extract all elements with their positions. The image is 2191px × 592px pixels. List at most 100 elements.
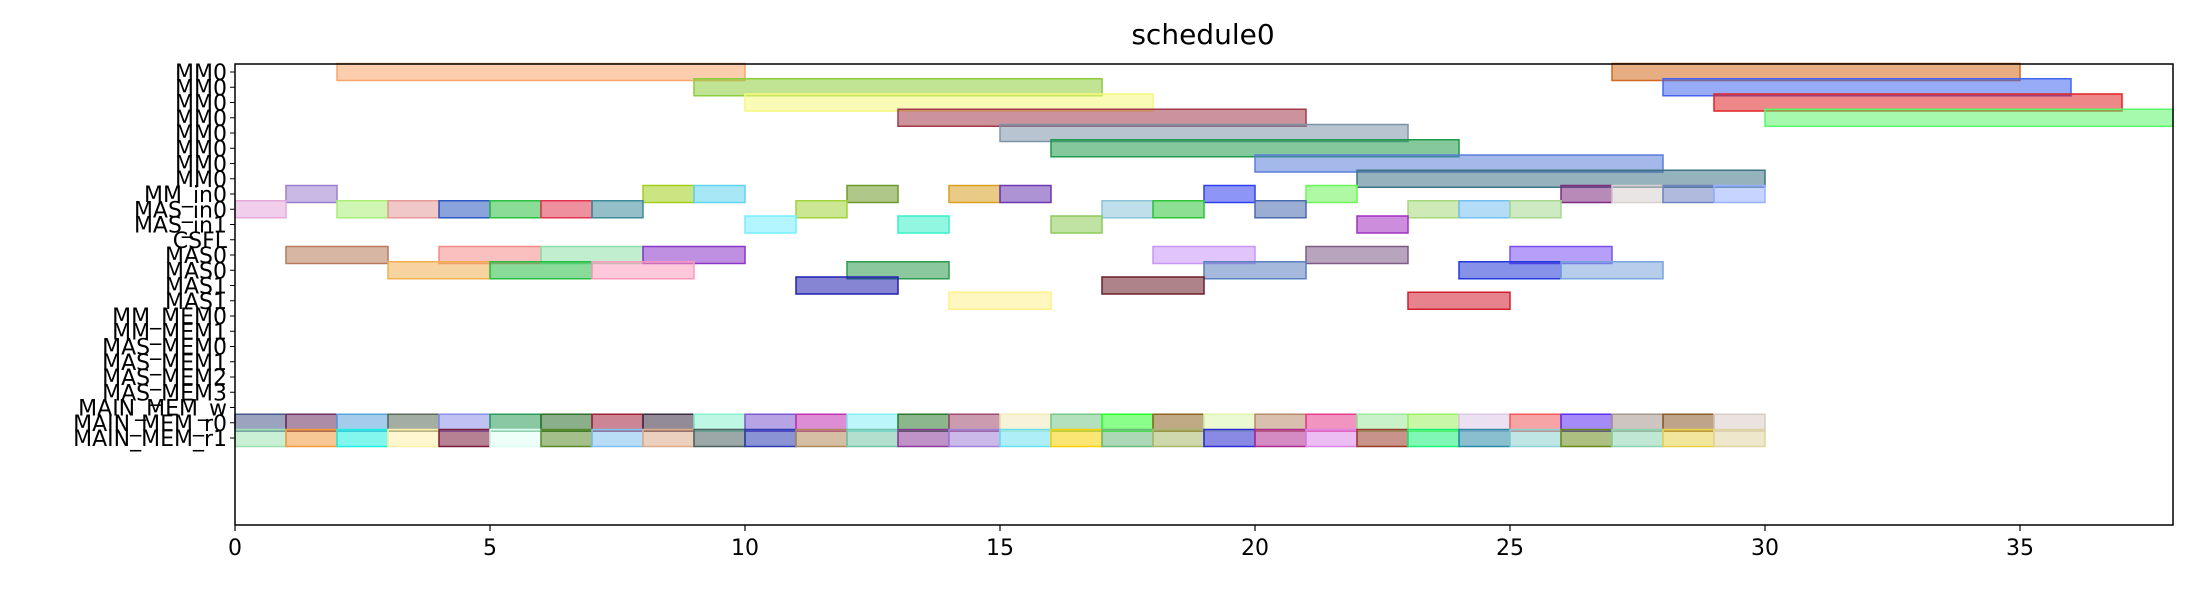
task-bar: [642, 413, 695, 432]
y-tick-label: MAIN_MEM_r0: [73, 412, 227, 437]
x-tick-label: 20: [1241, 536, 1269, 561]
task-bar: [540, 200, 593, 219]
task-bar: [438, 245, 542, 265]
task-bar: [387, 200, 440, 219]
task-bar: [489, 428, 542, 448]
y-tick-label: MM0: [175, 168, 227, 193]
task-bar: [795, 200, 848, 219]
chart-title: schedule0: [1131, 18, 1274, 51]
y-tick-label: MAS_MEM3: [102, 381, 227, 406]
task-bar: [1356, 169, 1766, 188]
task-bar: [1101, 413, 1154, 432]
task-bar: [336, 413, 389, 432]
task-bar: [1560, 261, 1664, 280]
y-tick-label: MAIN_MEM_r1: [73, 427, 227, 452]
task-bar: [285, 245, 389, 265]
task-bar: [1203, 413, 1256, 432]
task-bar: [1509, 413, 1562, 432]
task-bar: [1152, 428, 1205, 448]
task-bar: [1101, 200, 1154, 219]
task-bar: [693, 184, 746, 204]
task-bar: [1050, 428, 1103, 448]
task-bar: [1254, 413, 1307, 432]
task-bar: [387, 261, 491, 280]
task-bar: [1356, 428, 1409, 448]
task-bar: [489, 413, 542, 432]
task-bar: [1458, 200, 1511, 219]
y-tick-label: MAS0: [165, 259, 227, 284]
task-bar: [1305, 413, 1358, 432]
x-tick-label: 25: [1496, 536, 1524, 561]
task-bar: [336, 428, 389, 448]
task-bar: [693, 78, 1103, 97]
task-bar: [1254, 154, 1664, 173]
y-tick-label: MAS_in1: [134, 214, 227, 239]
y-tick-label: MM_in0: [144, 183, 227, 208]
task-bar: [1152, 413, 1205, 432]
plot-frame: [234, 63, 2174, 526]
x-tick-label: 15: [986, 536, 1014, 561]
task-bar: [1305, 245, 1409, 265]
task-bar: [795, 413, 848, 432]
task-bar: [285, 428, 338, 448]
task-bar: [999, 123, 1409, 143]
y-tick-label: MAS0: [165, 244, 227, 269]
task-bar: [642, 428, 695, 448]
task-bar: [1407, 200, 1460, 219]
task-bar: [744, 413, 797, 432]
task-bar: [1203, 184, 1256, 204]
x-tick-label: 0: [228, 536, 242, 561]
task-bar: [846, 413, 899, 432]
task-bar: [1356, 413, 1409, 432]
task-bar: [1662, 428, 1715, 448]
task-bar: [693, 413, 746, 432]
y-axis-labels: MM0MM0MM0MM0MM0MM0MM0MM0MM_in0MAS_in0MAS…: [73, 61, 235, 452]
y-tick-label: MM_MEM1: [112, 320, 227, 345]
y-tick-label: MAS1: [165, 275, 227, 300]
task-bar: [438, 413, 491, 432]
task-bar: [1509, 245, 1613, 265]
task-bar: [1356, 215, 1409, 234]
task-bar: [999, 184, 1052, 204]
task-bar: [795, 428, 848, 448]
task-bar: [1050, 139, 1460, 158]
task-bars: [234, 62, 2174, 448]
task-bar: [540, 428, 593, 448]
task-bar: [948, 291, 1052, 310]
task-bar: [1713, 413, 1766, 432]
task-bar: [285, 184, 338, 204]
task-bar: [642, 184, 695, 204]
task-bar: [693, 428, 746, 448]
task-bar: [489, 200, 542, 219]
task-bar: [1050, 413, 1103, 432]
task-bar: [846, 428, 899, 448]
task-bar: [1560, 184, 1613, 204]
task-bar: [387, 413, 440, 432]
task-bar: [744, 428, 797, 448]
x-tick-label: 10: [731, 536, 759, 561]
task-bar: [591, 413, 644, 432]
task-bar: [1560, 428, 1613, 448]
y-tick-label: MAS_MEM2: [102, 366, 227, 391]
task-bar: [1203, 428, 1256, 448]
y-tick-label: MM_MEM0: [112, 305, 227, 330]
task-bar: [846, 184, 899, 204]
task-bar: [1152, 200, 1205, 219]
task-bar: [1611, 62, 2021, 82]
task-bar: [1662, 413, 1715, 432]
task-bar: [1305, 428, 1358, 448]
task-bar: [999, 413, 1052, 432]
y-tick-label: MM0: [175, 122, 227, 147]
task-bar: [1203, 261, 1307, 280]
task-bar: [1152, 245, 1256, 265]
task-bar: [1458, 428, 1511, 448]
y-tick-label: MAS1: [165, 290, 227, 315]
task-bar: [591, 200, 644, 219]
y-tick-label: MAS_in0: [134, 198, 227, 223]
y-tick-label: MM0: [175, 92, 227, 117]
x-tick-label: 30: [1751, 536, 1779, 561]
y-tick-label: MAS_MEM0: [102, 336, 227, 361]
task-bar: [744, 215, 797, 234]
y-tick-label: MAS_MEM1: [102, 351, 227, 376]
